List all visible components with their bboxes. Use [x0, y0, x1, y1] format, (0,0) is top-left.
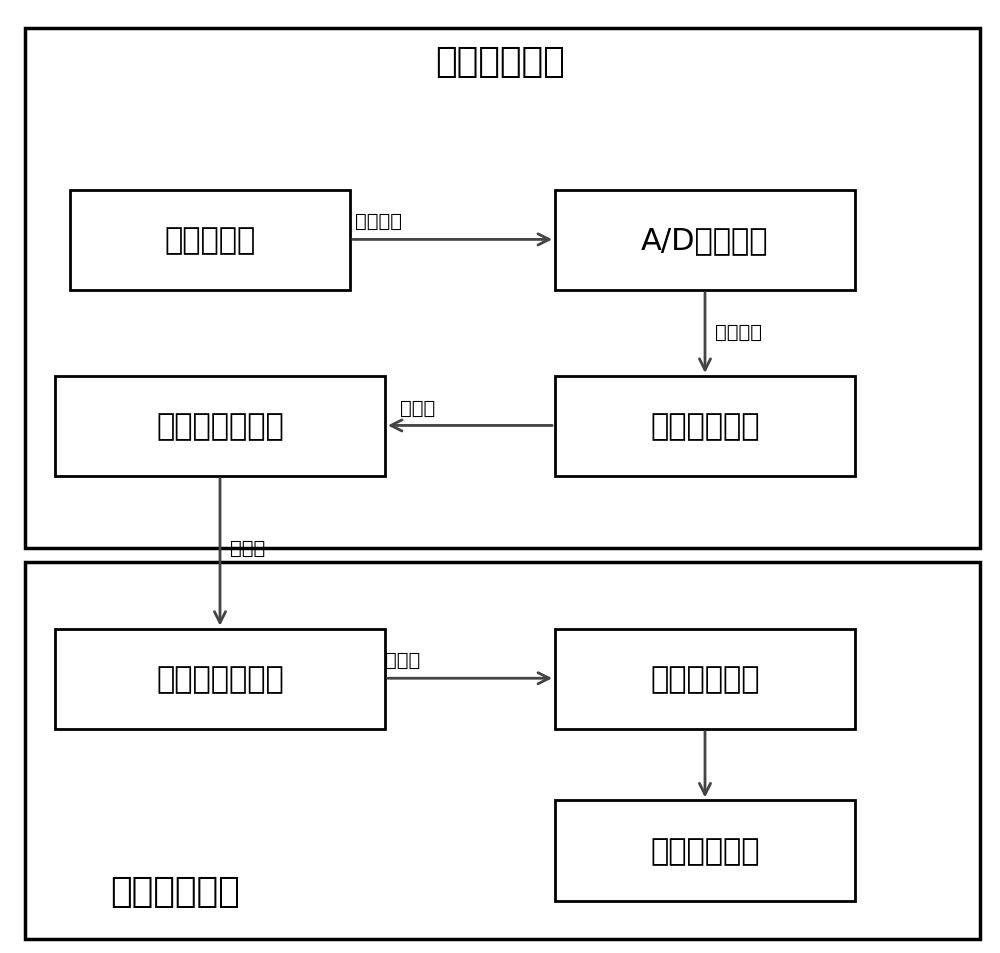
Text: A/D采样单元: A/D采样单元 [641, 226, 769, 255]
Text: 微处理器单元: 微处理器单元 [650, 412, 760, 441]
Text: 第二光电转换器: 第二光电转换器 [156, 664, 284, 694]
Text: 数据分析单元: 数据分析单元 [650, 664, 760, 694]
Bar [55, 629, 385, 729]
Text: 模拟信号: 模拟信号 [355, 212, 402, 231]
Bar [555, 376, 855, 476]
Bar [555, 629, 855, 729]
Text: 数据存储单元: 数据存储单元 [650, 836, 760, 865]
Bar [25, 29, 980, 548]
Bar [555, 191, 855, 291]
Text: 电流互感器: 电流互感器 [164, 226, 256, 255]
Text: 第一光电转换器: 第一光电转换器 [156, 412, 284, 441]
Bar [55, 376, 385, 476]
Text: 电信号: 电信号 [385, 650, 420, 669]
Text: 数字信号: 数字信号 [715, 322, 762, 341]
Text: 分析处理单元: 分析处理单元 [110, 874, 240, 908]
Text: 光信号: 光信号 [230, 538, 265, 558]
Text: 现场监测单元: 现场监测单元 [435, 45, 565, 79]
Bar [70, 191, 350, 291]
Bar [25, 562, 980, 939]
Text: 电信号: 电信号 [400, 398, 435, 417]
Bar [555, 801, 855, 901]
